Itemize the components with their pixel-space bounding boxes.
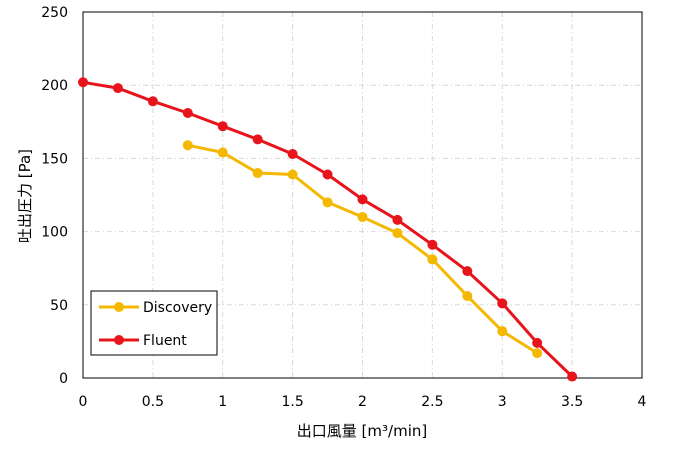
legend-label-discovery: Discovery (143, 300, 212, 316)
data-point-fluent (287, 149, 298, 160)
legend: Discovery Fluent (90, 290, 218, 356)
x-tick-label: 3.5 (561, 394, 583, 410)
data-point-discovery (427, 254, 438, 265)
data-point-fluent (357, 194, 368, 205)
data-point-fluent (532, 337, 543, 348)
data-point-discovery (322, 197, 333, 208)
data-point-discovery (462, 291, 473, 302)
y-tick-label: 200 (41, 78, 68, 94)
y-axis-title: 吐出圧力 [Pa] (16, 149, 34, 243)
x-axis-title: 出口風量 [m³/min] (297, 422, 427, 440)
y-tick-label: 50 (50, 298, 68, 314)
legend-label-fluent: Fluent (143, 333, 187, 349)
gridlines (83, 12, 642, 378)
x-tick-label: 2 (358, 394, 367, 410)
series-discovery (182, 140, 543, 359)
legend-box (90, 290, 218, 356)
data-point-discovery (287, 169, 298, 180)
data-point-discovery (182, 140, 193, 151)
data-point-discovery (497, 326, 508, 337)
y-tick-label: 100 (41, 225, 68, 241)
data-point-fluent (112, 83, 123, 94)
legend-marker-discovery (114, 302, 124, 312)
data-point-fluent (462, 266, 473, 277)
x-tick-label: 1 (218, 394, 227, 410)
x-tick-label: 0 (79, 394, 88, 410)
data-point-fluent (497, 298, 508, 309)
data-point-fluent (392, 214, 403, 225)
data-point-discovery (532, 348, 543, 359)
data-point-fluent (567, 371, 578, 382)
data-point-discovery (217, 147, 228, 158)
x-tick-label: 2.5 (421, 394, 443, 410)
data-point-fluent (217, 121, 228, 132)
series-fluent (78, 77, 578, 382)
data-point-fluent (252, 134, 263, 145)
data-point-discovery (357, 211, 368, 222)
plot-area (82, 11, 643, 379)
data-point-discovery (252, 168, 263, 179)
legend-marker-fluent (114, 335, 124, 345)
x-tick-label: 3 (498, 394, 507, 410)
y-tick-label: 0 (59, 371, 68, 387)
x-axis-tick-labels: 0 0.5 1 1.5 2 2.5 3 3.5 4 (79, 394, 647, 410)
data-point-fluent (147, 96, 158, 107)
x-tick-label: 0.5 (142, 394, 164, 410)
data-point-fluent (182, 108, 193, 119)
data-point-fluent (322, 169, 333, 180)
y-tick-label: 150 (41, 151, 68, 167)
y-axis-tick-labels: 0 50 100 150 200 250 (41, 5, 68, 387)
x-tick-label: 4 (638, 394, 647, 410)
x-tick-label: 1.5 (281, 394, 303, 410)
series-layer (78, 77, 578, 382)
data-point-fluent (427, 239, 438, 250)
data-point-fluent (78, 77, 88, 88)
data-point-discovery (392, 228, 403, 239)
y-tick-label: 250 (41, 5, 68, 21)
